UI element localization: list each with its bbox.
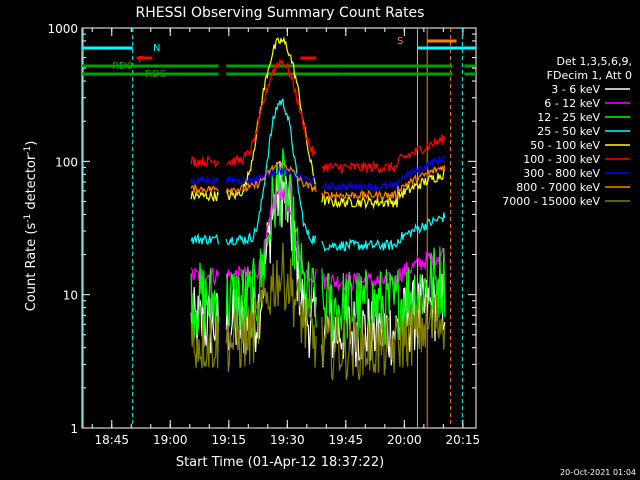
series-line-4 <box>190 36 446 210</box>
y-axis-label-exp2: -1 <box>23 146 33 155</box>
annotation-F: F <box>138 55 144 66</box>
series-line-6 <box>190 155 446 193</box>
x-tick-label: 19:30 <box>270 433 305 447</box>
y-axis-label-exp: -1 <box>23 214 33 223</box>
series-line-5 <box>190 58 446 175</box>
x-axis-label: Start Time (01-Apr-12 18:37:22) <box>176 455 384 470</box>
x-tick-label: 20:15 <box>446 433 481 447</box>
legend-label-6: 300 - 800 keV <box>523 167 600 180</box>
annotation-RD0: RD0 <box>112 61 133 72</box>
legend-label-8: 7000 - 15000 keV <box>502 195 600 208</box>
y-tick-label: 100 <box>55 155 78 169</box>
x-tick-label: 19:45 <box>329 433 364 447</box>
y-axis-label-mid: detector <box>24 154 39 214</box>
chart-title: RHESSI Observing Summary Count Rates <box>136 5 425 21</box>
y-axis-label-text: Count Rate (s <box>24 223 39 312</box>
y-tick-label: 1000 <box>47 22 78 36</box>
x-tick-label: 18:45 <box>94 433 129 447</box>
legend-label-3: 25 - 50 keV <box>537 125 600 138</box>
series-line-3 <box>190 97 446 252</box>
x-tick-label: 20:00 <box>387 433 422 447</box>
legend-label-2: 12 - 25 keV <box>537 111 600 124</box>
series-line-8 <box>190 242 446 381</box>
legend-label-5: 100 - 300 keV <box>523 153 600 166</box>
annotation-RD6: RD6 <box>145 69 166 80</box>
legend-label-4: 50 - 100 keV <box>530 139 600 152</box>
legend-label-7: 800 - 7000 keV <box>516 181 600 194</box>
overlay-lines <box>82 28 476 428</box>
y-axis-label: Count Rate (s-1 detector-1) <box>23 141 39 312</box>
legend-header-line-2: FDecim 1, Att 0 <box>547 69 632 82</box>
y-tick-label: 10 <box>63 289 78 303</box>
x-tick-label: 19:15 <box>211 433 246 447</box>
plot-axes: 1 10 100 1000 18:45 19:00 19:15 19:30 19:45 20:00… <box>47 22 480 447</box>
legend-label-0: 3 - 6 keV <box>551 83 600 96</box>
series-line-2 <box>190 148 446 345</box>
legend-header-line-1: Det 1,3,5,6,9, <box>556 55 632 68</box>
timestamp: 20-Oct-2021 01:04 <box>560 468 636 477</box>
x-tick-label: 19:00 <box>153 433 188 447</box>
series-line-7 <box>190 160 446 201</box>
series-layer <box>190 36 446 381</box>
y-axis-label-close: ) <box>24 141 39 146</box>
annotation-S: S <box>397 36 403 47</box>
plot-frame <box>81 27 477 429</box>
annotation-N: N <box>153 43 160 54</box>
y-tick-label: 1 <box>70 422 78 436</box>
legend-label-1: 6 - 12 keV <box>544 97 600 110</box>
